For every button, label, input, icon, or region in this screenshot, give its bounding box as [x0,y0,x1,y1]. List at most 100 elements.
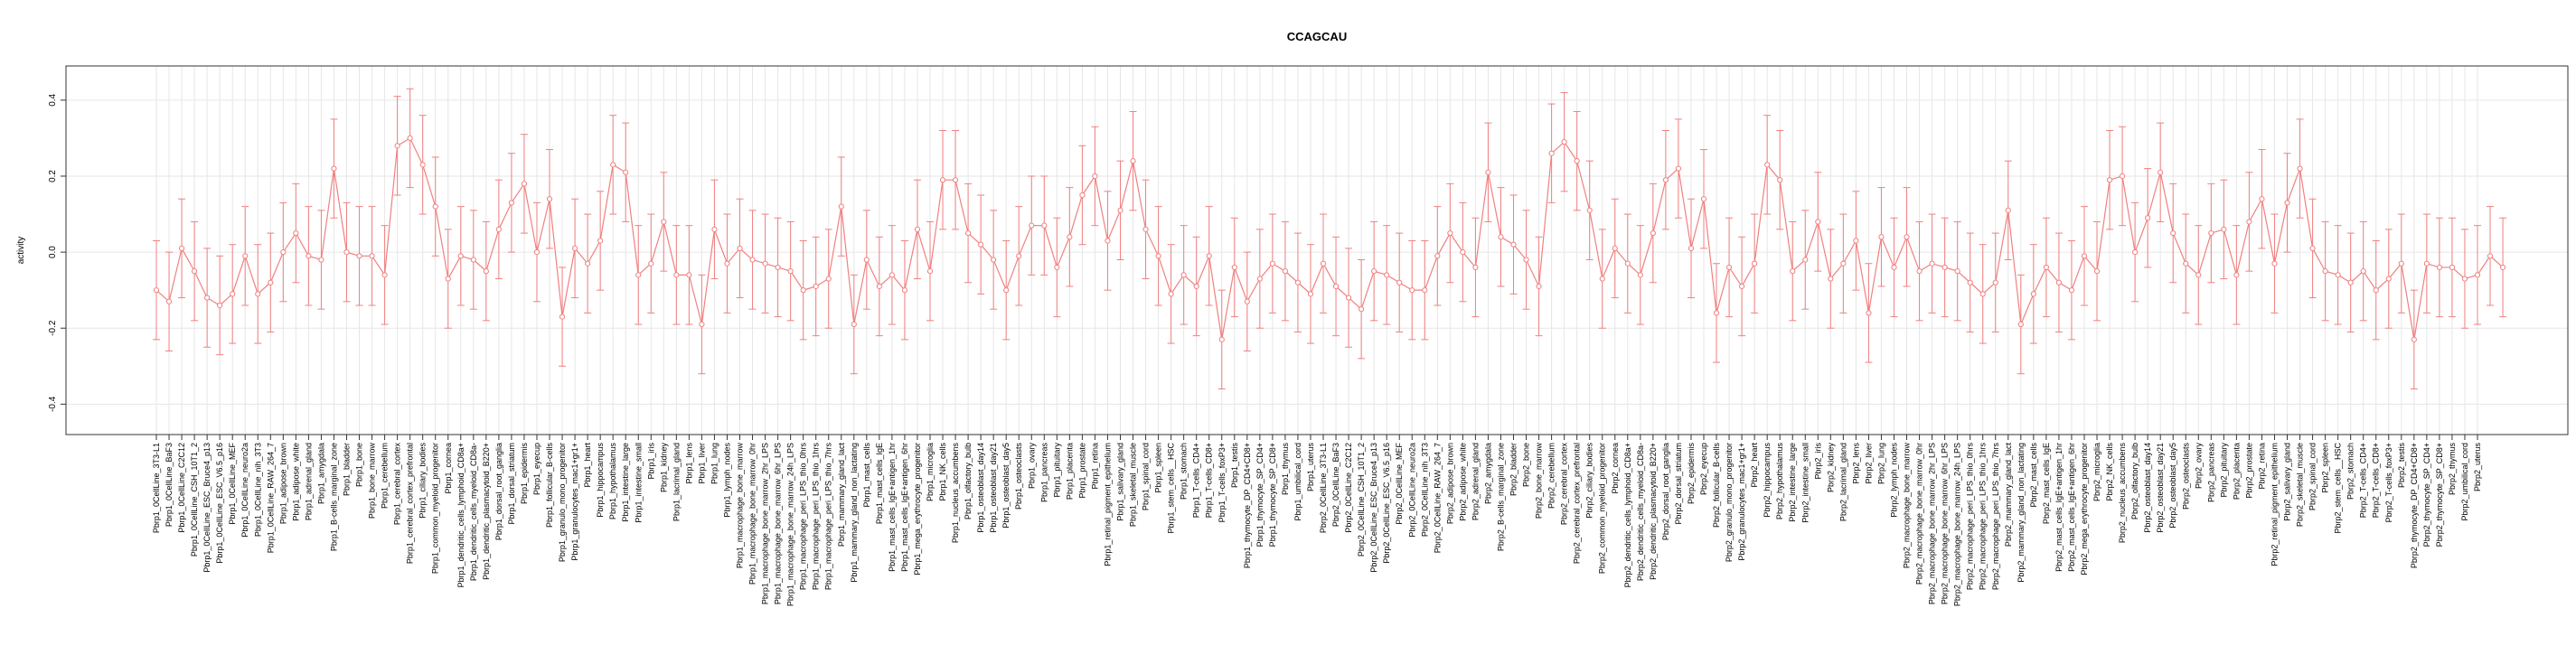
x-tick-label: Pbrp1_thymocyte_DP_CD4+CD8+ [1243,443,1252,568]
x-tick-label: Pbrp2_hippocampus [1763,443,1772,518]
data-point [838,203,844,210]
data-point [2436,264,2443,271]
data-point [2335,272,2341,278]
x-tick-label: Pbrp1_common_myeloid_progenitor [431,443,440,574]
x-tick-label: Pbrp2_thymocyte_SP_CD4+ [2422,443,2431,547]
x-tick-label: Pbrp2_cerebellum [1547,443,1556,509]
x-tick-label: Pbrp1_intestine_small [634,443,643,523]
x-tick-label: Pbrp1_salivary_gland [1115,443,1124,521]
data-point [1878,234,1885,240]
data-point [2081,253,2088,259]
x-tick-label: Pbrp1_mast_cells [862,443,871,508]
x-tick-label: Pbrp1_cerebral_cortex_prefrontal [406,443,415,564]
data-point [1688,245,1695,251]
data-point [1218,336,1225,342]
data-point [901,287,908,294]
data-point [178,245,185,251]
data-point [1764,162,1771,168]
x-tick-label: Pbrp1_pancreas [1039,443,1048,503]
data-point [1777,177,1783,183]
data-point [1853,238,1859,244]
x-tick-label: Pbrp2_nucleus_accumbens [2118,443,2127,544]
x-tick-label: Pbrp1_thymocyte_SP_CD4+ [1255,443,1264,547]
x-tick-label: Pbrp1_mast_cells_IgE+antigen_6hr [900,443,909,572]
data-point [1231,264,1237,271]
data-point [2284,200,2290,206]
data-point [1904,234,1910,240]
x-tick-label: Pbrp1_adipose_white [291,443,300,521]
data-point [1599,276,1605,282]
x-tick-label: Pbrp1_adrenal_gland [304,443,313,520]
data-point [369,253,375,259]
data-point [457,253,464,259]
x-tick-label: Pbrp2_stomach [2346,443,2355,500]
data-point [1067,234,1073,240]
x-tick-label: Pbrp2_osteoblast_day14 [2143,443,2152,533]
x-tick-label: Pbrp2_umbilical_cord [2460,443,2469,521]
y-tick-label: -0.2 [48,320,58,336]
data-point [1320,260,1327,267]
data-point [1561,139,1567,145]
x-tick-label: Pbrp2_lung [1876,443,1885,484]
data-point [1142,226,1149,232]
x-tick-label: Pbrp1_stomach [1180,443,1189,500]
x-tick-label: Pbrp2_kidney [1826,443,1835,493]
data-point [2487,253,2494,259]
x-tick-label: Pbrp2_0CellLine_nih_3T3 [1420,443,1429,537]
data-point [293,229,299,237]
x-tick-label: Pbrp2_0CellLine_ESC_Bruce4_p13 [1369,443,1378,573]
data-point [2233,272,2240,278]
x-tick-label: Pbrp1_macrophage_peri_LPS_thio_7hrs [824,443,833,591]
x-tick-label: Pbrp1_cerebral_cortex [393,443,402,526]
data-point [2259,196,2265,202]
data-point [724,260,730,267]
data-point [318,257,324,263]
x-tick-label: Pbrp2_thymocyte_DP_CD4+CD8+ [2410,443,2419,568]
data-point [1054,264,1060,271]
data-point [407,135,413,142]
plot-frame [65,65,2569,435]
x-tick-label: Pbrp2_mast_cells_IgE [2042,443,2051,524]
data-point [775,264,781,271]
data-point [521,181,528,187]
data-point [2360,268,2366,275]
x-tick-label: Pbrp2_NK_cells [2105,443,2114,501]
data-point [762,260,768,267]
data-point [268,279,274,285]
data-point [2043,264,2049,271]
x-tick-label: Pbrp1_0CellLine_neuro2a [240,443,249,538]
data-point [2145,215,2151,221]
data-point [2221,226,2227,232]
x-tick-label: Pbrp2_intestine_small [1800,443,1810,523]
data-point [2119,173,2126,180]
x-tick-label: Pbrp2_0CellLine_neuro2a [1407,443,1416,538]
x-tick-label: Pbrp2_dendritic_plasmacytoid_B220+ [1649,443,1658,580]
x-tick-label: Pbrp1_mast_cells_IgE [875,443,884,524]
data-point [978,241,984,248]
data-point [2385,276,2392,282]
x-tick-label: Pbrp2_bone [1522,443,1531,487]
data-point [813,283,819,290]
data-point [648,260,654,267]
data-point [585,260,591,267]
x-tick-label: Pbrp1_osteoblast_day5 [1001,443,1011,529]
x-tick-label: Pbrp2_macrophage_bone_marrow_2hr_LPS [1928,443,1937,604]
x-tick-label: Pbrp2_hypothalamus [1775,443,1784,520]
data-point [2347,279,2354,285]
x-tick-label: Pbrp1_T-cells_foxP3+ [1217,443,1227,522]
data-point [964,229,972,237]
x-tick-label: Pbrp2_macrophage_peri_LPS_thio_1hrs [1979,443,1988,591]
data-point [280,249,287,256]
x-tick-label: Pbrp1_retina [1090,443,1099,490]
x-tick-label: Pbrp2_common_myeloid_progenitor [1598,443,1607,574]
x-tick-label: Pbrp1_0CellLine_MEF [228,443,237,525]
data-point [1637,272,1643,278]
data-point [445,276,451,282]
data-point [1371,268,1377,275]
data-point [2373,287,2379,294]
data-point [533,249,541,256]
data-point [1282,268,1289,275]
data-point [2398,260,2404,267]
data-point [204,295,211,301]
